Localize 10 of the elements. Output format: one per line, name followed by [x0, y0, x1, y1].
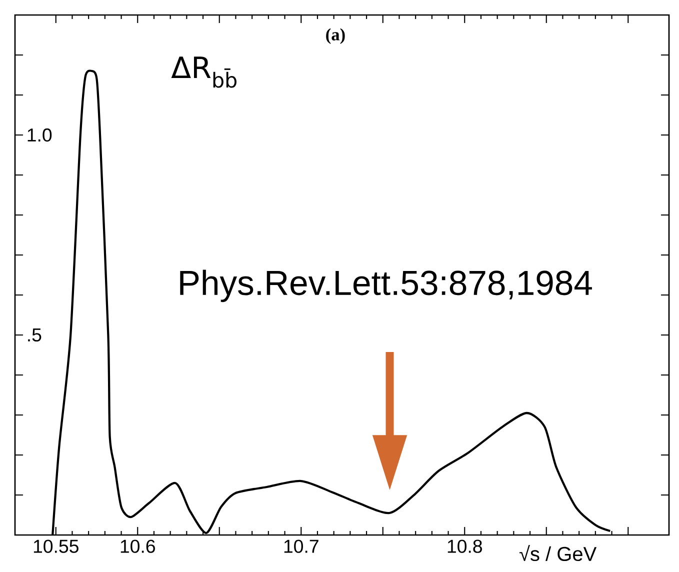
- x-axis-title: √s / GeV: [519, 545, 597, 562]
- text: (a): [326, 28, 345, 44]
- x-tick-label: 10.8: [448, 540, 482, 553]
- y-axis-title: ΔR$_{bb̄}$: [171, 56, 236, 88]
- x-tick-label: 10.6: [120, 540, 155, 553]
- y-tick-label: 1.0: [28, 128, 52, 142]
- x-tick-label: 10.55: [34, 540, 78, 553]
- x-tick-label: 10.7: [284, 540, 318, 553]
- y-tick-label: .5: [28, 328, 42, 342]
- annotation: Phys.Rev.Lett.53:878,1984: [180, 270, 592, 302]
